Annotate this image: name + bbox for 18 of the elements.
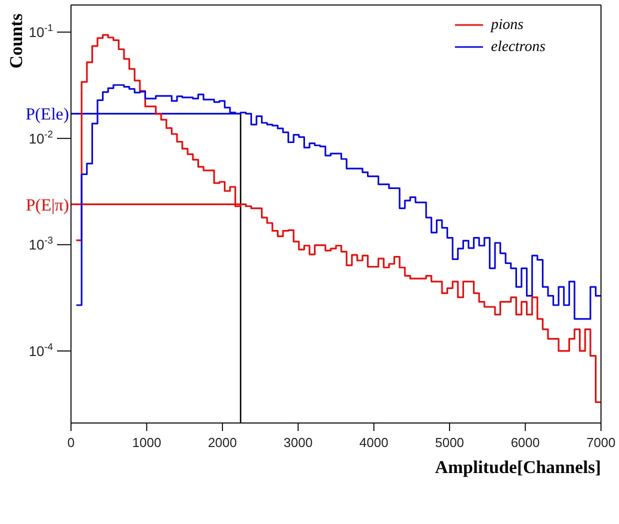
y-tick-label: 10$^{-2}$ <box>28 129 53 146</box>
x-tick-label: 3000 <box>284 435 313 450</box>
x-tick-label: 5000 <box>435 435 464 450</box>
legend-label: electrons <box>491 38 546 56</box>
x-tick-label: 4000 <box>359 435 388 450</box>
ref-line-label: P(Ele) <box>26 104 69 124</box>
y-tick-label: 10$^{-3}$ <box>28 236 54 253</box>
x-tick-label: 6000 <box>510 435 540 450</box>
y-tick-label: 10$^{-4}$ <box>28 342 54 359</box>
x-tick-label: 0 <box>67 435 75 450</box>
x-tick-label: 7000 <box>586 435 616 450</box>
x-tick-label: 2000 <box>208 435 237 450</box>
legend-label: pions <box>491 16 524 34</box>
ref-line-label: P(E|π) <box>26 195 69 214</box>
x-tick-label: 1000 <box>132 435 162 450</box>
y-tick-label: 10$^{-1}$ <box>28 23 53 40</box>
y-axis-title: Counts <box>6 13 26 69</box>
x-axis-title: Amplitude[Channels] <box>434 457 601 477</box>
